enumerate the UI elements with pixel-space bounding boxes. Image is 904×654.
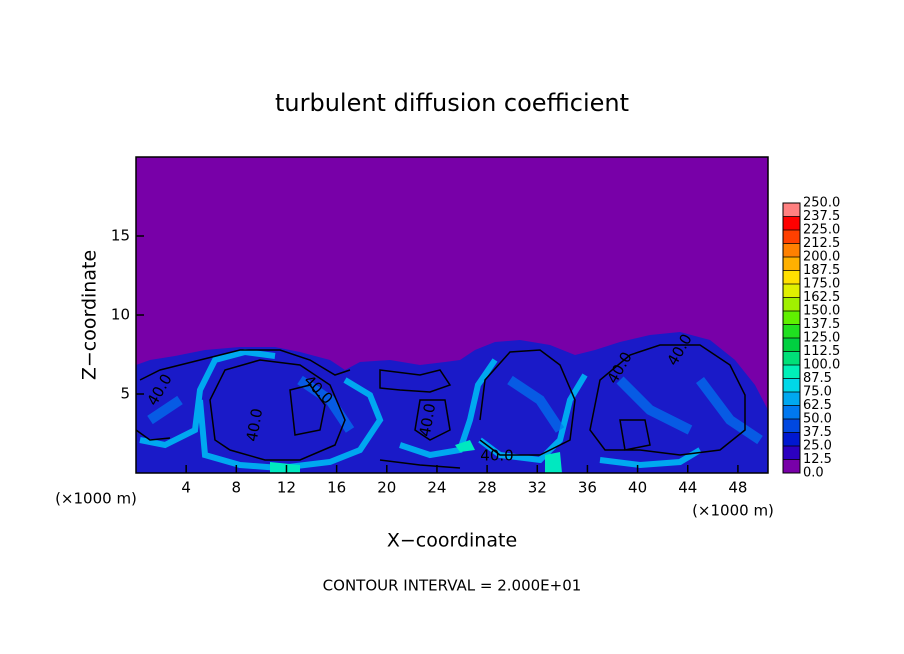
x-axis-label: X−coordinate	[387, 530, 517, 552]
x-tick-label: 28	[478, 479, 497, 497]
colorbar-label: 212.5	[803, 236, 840, 251]
colorbar-label: 87.5	[803, 371, 832, 386]
colorbar-label: 112.5	[803, 344, 840, 359]
x-tick-label: 12	[277, 479, 296, 497]
colorbar-cell	[783, 432, 800, 446]
y-tick-label: 15	[111, 227, 130, 245]
colorbar-label: 187.5	[803, 263, 840, 278]
colorbar-label: 62.5	[803, 398, 832, 413]
x-tick-label: 40	[628, 479, 647, 497]
colorbar-cell	[783, 216, 800, 230]
colorbar-label: 25.0	[803, 439, 832, 454]
colorbar-label: 200.0	[803, 250, 840, 265]
x-unit-label: (×1000 m)	[692, 502, 774, 520]
colorbar-label: 12.5	[803, 452, 832, 467]
x-tick-label: 32	[528, 479, 547, 497]
y-tick-label: 10	[111, 306, 130, 324]
colorbar-cell	[783, 365, 800, 379]
field-region	[139, 348, 702, 472]
colorbar-cell	[783, 243, 800, 257]
colorbar-cell	[783, 419, 800, 433]
colorbar-cell	[783, 203, 800, 217]
colorbar-cell	[783, 392, 800, 406]
colorbar-cell	[783, 257, 800, 271]
contour-line	[135, 344, 746, 469]
field-region	[136, 332, 768, 473]
contour-label: 40.0	[243, 407, 267, 443]
field-region	[147, 375, 763, 445]
colorbar-cell	[783, 311, 800, 325]
x-tick-label: 4	[181, 479, 191, 497]
colorbar-cell	[783, 446, 800, 460]
x-tick-label: 44	[678, 479, 697, 497]
colorbar-cell	[783, 230, 800, 244]
x-tick-label: 16	[327, 479, 346, 497]
colorbar-label: 175.0	[803, 277, 840, 292]
colorbar-cell	[783, 284, 800, 298]
contour-label: 40.0	[416, 402, 440, 438]
colorbar-cell	[783, 270, 800, 284]
field-region	[270, 440, 562, 473]
x-tick-label: 36	[578, 479, 597, 497]
colorbar-label: 125.0	[803, 331, 840, 346]
colorbar-label: 162.5	[803, 290, 840, 305]
colorbar-label: 150.0	[803, 304, 840, 319]
colorbar-cell	[783, 297, 800, 311]
x-tick-label: 48	[728, 479, 747, 497]
colorbar-label: 75.0	[803, 385, 832, 400]
colorbar-cell	[783, 324, 800, 338]
x-unit-label: (×1000 m)	[55, 490, 137, 508]
colorbar-label: 225.0	[803, 223, 840, 238]
colorbar-cell	[783, 338, 800, 352]
y-axis-label: Z−coordinate	[79, 250, 101, 380]
colorbar-cell	[783, 351, 800, 365]
chart-title: turbulent diffusion coefficient	[275, 89, 629, 117]
annotation: CONTOUR INTERVAL = 2.000E+01	[323, 577, 582, 595]
colorbar-cell	[783, 378, 800, 392]
y-tick-label: 5	[120, 385, 130, 403]
field	[135, 157, 768, 473]
colorbar-cell	[783, 405, 800, 419]
contour-label: 40.0	[480, 447, 513, 465]
x-tick-label: 24	[427, 479, 446, 497]
x-tick-label: 8	[232, 479, 242, 497]
colorbar-label: 100.0	[803, 358, 840, 373]
colorbar-cell	[783, 459, 800, 473]
x-tick-label: 20	[377, 479, 396, 497]
colorbar-label: 137.5	[803, 317, 840, 332]
colorbar-label: 50.0	[803, 412, 832, 427]
colorbar-label: 237.5	[803, 209, 840, 224]
colorbar-label: 0.0	[803, 466, 824, 481]
colorbar-label: 250.0	[803, 196, 840, 211]
colorbar-label: 37.5	[803, 425, 832, 440]
